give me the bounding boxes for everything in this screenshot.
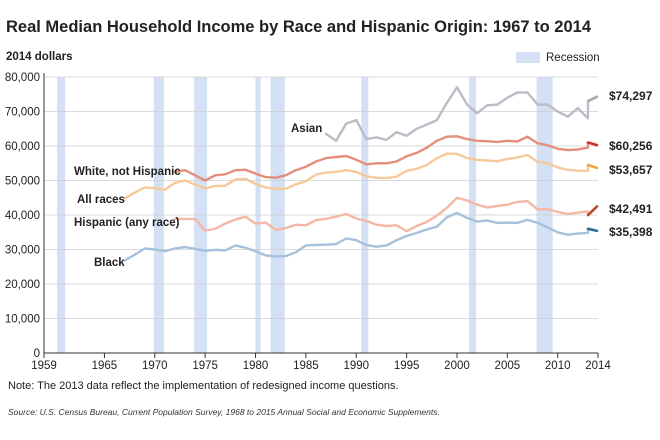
x-tick-label-1: 1965 xyxy=(92,360,118,372)
end-marker-all-races xyxy=(586,163,599,170)
y-tick-label-1: 10,000 xyxy=(5,314,40,326)
end-marker-asian xyxy=(586,95,599,103)
end-marker-black xyxy=(586,227,599,233)
x-tick-label-9: 2005 xyxy=(495,360,521,372)
series-label-black: Black xyxy=(94,257,125,269)
x-tick-label-8: 2000 xyxy=(444,360,470,372)
y-tick-label-0: 0 xyxy=(34,348,40,360)
series-label-asian: Asian xyxy=(291,123,322,135)
x-tick-label-0: 1959 xyxy=(31,360,57,372)
y-tick-label-4: 40,000 xyxy=(5,210,40,222)
end-value-asian: $74,297 xyxy=(609,89,653,103)
grid-lines xyxy=(44,76,598,319)
series-label-hispanic: Hispanic (any race) xyxy=(74,217,180,229)
series-line-black xyxy=(123,211,590,262)
chart-title: Real Median Household Income by Race and… xyxy=(6,18,592,36)
x-tick-label-10: 2010 xyxy=(545,360,571,372)
end-markers xyxy=(586,95,599,233)
end-marker-white-not-hispanic xyxy=(586,141,599,147)
end-value-hispanic: $42,491 xyxy=(609,202,653,216)
end-value-black: $35,398 xyxy=(609,225,653,239)
y-tick-label-5: 50,000 xyxy=(5,176,40,188)
footnote: Note: The 2013 data reflect the implemen… xyxy=(8,380,399,392)
y-tick-label-7: 70,000 xyxy=(5,107,40,119)
y-tick-label-3: 30,000 xyxy=(5,245,40,257)
x-tick-labels: 1959 1965 1970 1975 1980 1985 1990 1995 2000 2005… xyxy=(31,353,611,372)
x-tick-label-11: 2014 xyxy=(585,360,611,372)
x-tick-label-4: 1980 xyxy=(243,360,269,372)
end-value-all-races: $53,657 xyxy=(609,163,653,177)
series-line-hispanic-any-race xyxy=(173,196,590,233)
series-label-white-not-hispanic: White, not Hispanic xyxy=(74,166,181,178)
end-value-white-not-hispanic: $60,256 xyxy=(609,139,653,153)
y-tick-label-8: 80,000 xyxy=(5,72,40,84)
y-tick-labels: 0 10,000 20,000 30,000 40,000 50,000 60,000 70,… xyxy=(5,72,40,360)
x-tick-label-7: 1995 xyxy=(394,360,420,372)
y-tick-label-2: 20,000 xyxy=(5,279,40,291)
legend-recession-swatch xyxy=(516,52,540,63)
end-marker-hispanic-any-race xyxy=(586,205,599,217)
series-line-white-not-hispanic xyxy=(173,135,590,182)
y-tick-label-6: 60,000 xyxy=(5,141,40,153)
x-tick-label-3: 1975 xyxy=(192,360,218,372)
series-label-all-races: All races xyxy=(77,194,125,206)
legend-recession-label: Recession xyxy=(546,52,600,64)
x-tick-label-2: 1970 xyxy=(142,360,168,372)
series-lines xyxy=(123,86,590,262)
axes xyxy=(43,73,598,354)
x-tick-label-6: 1990 xyxy=(343,360,369,372)
source-note: Source: U.S. Census Bureau, Current Popu… xyxy=(8,407,440,417)
series-line-all-races xyxy=(123,152,590,200)
x-tick-label-5: 1985 xyxy=(293,360,319,372)
y-axis-unit-label: 2014 dollars xyxy=(6,51,72,63)
series-line-asian xyxy=(324,86,590,143)
